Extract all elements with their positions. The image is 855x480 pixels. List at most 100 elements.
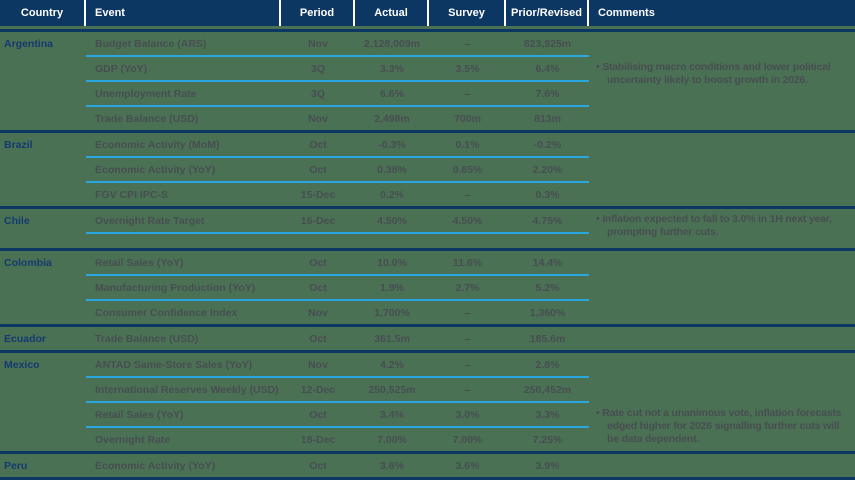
table-row: Colombia Retail Sales (YoY) Oct 10.0% 11.6% 1…: [0, 251, 855, 274]
table-row: Economic Activity (YoY) Oct 0.38% 0.85% 2.20…: [0, 158, 855, 181]
header-prior-revised: Prior/Revised: [506, 0, 589, 26]
actual-cell: -0.3%: [378, 138, 406, 151]
table-row: Unemployment Rate 3Q 6.6% – 7.6%: [0, 82, 855, 105]
event-cell: Retail Sales (YoY): [95, 408, 184, 421]
table-row: Argentina Budget Balance (ARS) Nov 2,128,00…: [0, 32, 855, 55]
prior-revised-cell: 185.6m: [529, 332, 566, 345]
actual-cell: 6.6%: [380, 87, 404, 100]
comment-text: • Rate cut not a unanimous vote, inflati…: [596, 407, 842, 445]
actual-cell: 0.2%: [380, 188, 404, 201]
table-header-row: Country Event Period Actual Survey Prior…: [0, 0, 855, 26]
period-cell: Nov: [308, 37, 328, 50]
event-cell: Budget Balance (ARS): [95, 37, 207, 50]
prior-revised-cell: 7.25%: [532, 433, 563, 446]
row-divider-line: [86, 105, 589, 107]
row-divider-line: [86, 426, 589, 428]
event-cell: Retail Sales (YoY): [95, 256, 184, 269]
country-label: [0, 301, 86, 324]
row-divider-line: [86, 55, 589, 57]
row-divider-line: [86, 80, 589, 82]
actual-cell: 1.9%: [380, 281, 404, 294]
header-country: Country: [0, 0, 86, 26]
actual-cell: 1,700%: [374, 306, 410, 319]
country-section-ecuador: Ecuador Trade Balance (USD) Oct 361.5m – 185.…: [0, 324, 855, 350]
table-row: Chile Overnight Rate Target 16-Dec 4.50% 4.5…: [0, 209, 855, 232]
country-label: Ecuador: [4, 332, 47, 345]
event-cell: Economic Activity (YoY): [95, 459, 216, 472]
header-survey: Survey: [429, 0, 506, 26]
prior-revised-cell: 6.4%: [535, 62, 560, 75]
event-cell: International Reserves Weekly (USD): [95, 383, 279, 396]
country-label: Peru: [4, 459, 28, 472]
period-cell: Oct: [309, 256, 327, 269]
country-label: [0, 107, 86, 130]
country-label: [0, 57, 86, 80]
survey-cell: –: [464, 37, 471, 50]
prior-revised-cell: 2.20%: [532, 163, 563, 176]
country-label: [0, 378, 86, 401]
table-row: International Reserves Weekly (USD) 12-De…: [0, 378, 855, 401]
period-cell: 18-Dec: [300, 433, 336, 446]
survey-cell: –: [464, 358, 471, 371]
event-cell: Trade Balance (USD): [95, 112, 199, 125]
row-divider-line: [86, 232, 589, 234]
country-section-peru: Peru Economic Activity (YoY) Oct 3.6% 3.6% 3.…: [0, 451, 855, 477]
period-cell: Oct: [309, 408, 327, 421]
table-row: Brazil Economic Activity (MoM) Oct -0.3% 0.1…: [0, 133, 855, 156]
prior-revised-cell: 250,452m: [523, 383, 572, 396]
country-label: Colombia: [4, 256, 52, 269]
event-cell: Economic Activity (MoM): [95, 138, 220, 151]
table-row: Retail Sales (YoY) Oct 3.4% 3.0% 3.3%: [0, 403, 855, 426]
period-cell: Oct: [309, 281, 327, 294]
actual-cell: 4.50%: [377, 214, 407, 227]
actual-cell: 2,498m: [374, 112, 410, 125]
header-period: Period: [281, 0, 355, 26]
row-divider-line: [86, 156, 589, 158]
prior-revised-cell: 14.4%: [532, 256, 563, 269]
comment-text: • Stabilising macro conditions and lower…: [596, 61, 831, 86]
header-divider: [0, 29, 855, 32]
row-divider-line: [86, 181, 589, 183]
country-label: [0, 158, 86, 181]
actual-cell: 2,128,009m: [363, 37, 421, 50]
table-row: GDP (YoY) 3Q 3.3% 3.5% 6.4%: [0, 57, 855, 80]
period-cell: 3Q: [310, 62, 325, 75]
country-section-mexico: Mexico ANTAD Same-Store Sales (YoY) Nov 4.2…: [0, 350, 855, 451]
country-label: Argentina: [4, 37, 54, 50]
survey-cell: 700m: [454, 112, 481, 125]
period-cell: Oct: [309, 459, 327, 472]
prior-revised-cell: 1,360%: [529, 306, 566, 319]
prior-revised-cell: 4.75%: [532, 214, 563, 227]
table-row: Consumer Confidence Index Nov 1,700% – 1,360…: [0, 301, 855, 324]
period-cell: 12-Dec: [300, 383, 336, 396]
row-divider-line: [86, 299, 589, 301]
event-cell: Overnight Rate: [95, 433, 171, 446]
country-section-colombia: Colombia Retail Sales (YoY) Oct 10.0% 11.6% 1…: [0, 248, 855, 324]
actual-cell: 10.0%: [377, 256, 407, 269]
period-cell: 16-Dec: [300, 214, 336, 227]
survey-cell: –: [464, 383, 471, 396]
table-row: Mexico ANTAD Same-Store Sales (YoY) Nov 4.2…: [0, 353, 855, 376]
actual-cell: 7.00%: [377, 433, 407, 446]
survey-cell: –: [464, 188, 471, 201]
country-label: Brazil: [4, 138, 33, 151]
header-actual: Actual: [355, 0, 429, 26]
actual-cell: 361.5m: [374, 332, 410, 345]
table-row: Trade Balance (USD) Nov 2,498m 700m 813m: [0, 107, 855, 130]
table-row: Peru Economic Activity (YoY) Oct 3.6% 3.6% 3.…: [0, 454, 855, 477]
prior-revised-cell: 823,925m: [523, 37, 572, 50]
prior-revised-cell: 813m: [534, 112, 561, 125]
prior-revised-cell: 7.6%: [535, 87, 560, 100]
survey-cell: 2.7%: [455, 281, 480, 294]
event-cell: Trade Balance (USD): [95, 332, 199, 345]
actual-cell: 0.38%: [377, 163, 407, 176]
prior-revised-cell: 2.8%: [535, 358, 560, 371]
country-section-brazil: Brazil Economic Activity (MoM) Oct -0.3% 0.1…: [0, 130, 855, 206]
period-cell: Nov: [308, 112, 328, 125]
prior-revised-cell: 5.2%: [535, 281, 560, 294]
header-event: Event: [86, 0, 281, 26]
event-cell: Overnight Rate Target: [95, 214, 205, 227]
prior-revised-cell: 0.3%: [535, 188, 560, 201]
survey-cell: 11.6%: [452, 256, 483, 269]
